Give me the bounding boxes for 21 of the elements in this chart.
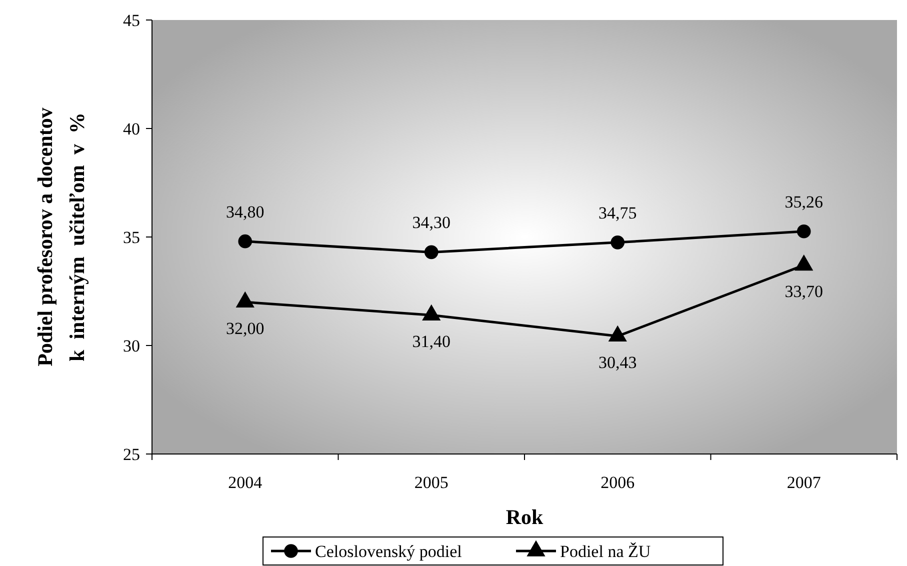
x-tick-label: 2006 [600, 473, 635, 492]
legend-label: Celoslovenský podiel [315, 542, 462, 561]
data-label: 32,00 [226, 319, 264, 338]
y-tick-label: 45 [123, 11, 140, 30]
x-tick-label: 2004 [228, 473, 263, 492]
y-tick-label: 30 [123, 336, 140, 356]
y-tick-label: 25 [123, 445, 140, 464]
data-label: 35,26 [784, 192, 823, 212]
data-label: 31,40 [412, 332, 450, 352]
data-label: 33,70 [784, 282, 823, 302]
y-tick-label: 40 [123, 120, 140, 138]
legend-label: Podiel na ŽU [560, 542, 651, 561]
x-tick-label: 2007 [786, 473, 822, 492]
x-axis-title: Rok [506, 505, 544, 529]
y-tick-label: 35 [123, 228, 140, 247]
data-label: 30,43 [598, 353, 637, 372]
data-label: 34,75 [598, 203, 637, 222]
x-tick-label: 2005 [414, 473, 448, 492]
y-axis-title: Podiel profesorov a docentov k interným učiteľom v % [33, 107, 89, 366]
data-label: 34,80 [226, 202, 264, 222]
data-label: 34,30 [412, 213, 450, 232]
